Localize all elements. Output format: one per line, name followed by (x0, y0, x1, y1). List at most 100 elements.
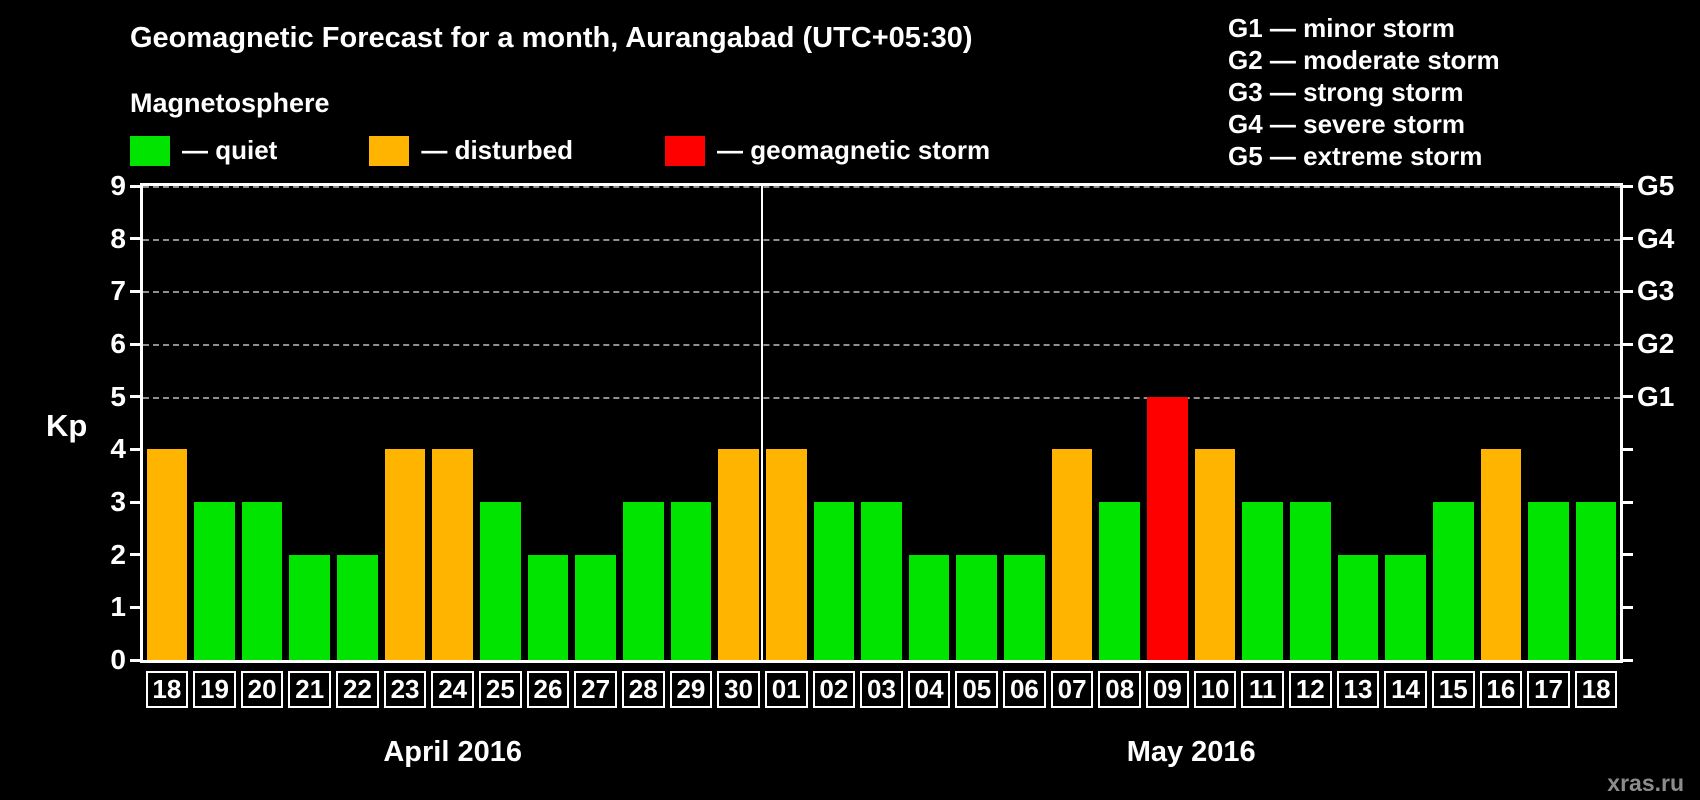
gridline-kp-7 (143, 291, 1620, 294)
bar-may-02 (813, 502, 855, 660)
bar-apr-26 (527, 554, 569, 660)
y-tick-left (130, 342, 140, 346)
month-labels-row: April 2016 May 2016 (0, 736, 1700, 772)
g-scale-legend-line: G2 — moderate storm (1228, 45, 1500, 75)
y-tick-label-4: 4 (110, 433, 126, 465)
day-label-apr-29: 29 (669, 671, 713, 708)
bar-may-12 (1289, 502, 1331, 660)
day-label-may-12: 12 (1288, 671, 1332, 708)
y-tick-right (1623, 500, 1633, 504)
right-axis-label-g5: G5 (1637, 170, 1675, 201)
bar-apr-18 (146, 449, 188, 660)
legend-item-quiet: — quiet (130, 135, 277, 166)
bar-apr-20 (241, 502, 283, 660)
gridline-kp-9 (143, 186, 1620, 188)
day-label-apr-18: 18 (145, 671, 189, 708)
y-tick-right (1623, 447, 1633, 451)
y-tick-right (1623, 342, 1633, 346)
day-label-may-11: 11 (1241, 671, 1284, 708)
bar-may-16 (1480, 449, 1522, 660)
legend-item-storm: — geomagnetic storm (665, 135, 990, 166)
right-axis-label-g4: G4 (1637, 222, 1675, 254)
storm-color-swatch (665, 135, 706, 166)
month-label: May 2016 (1126, 736, 1256, 768)
y-tick-left (130, 289, 140, 293)
day-label-may-06: 06 (1003, 671, 1046, 708)
day-label-may-17: 17 (1527, 671, 1570, 708)
gridline-kp-5 (143, 396, 1620, 399)
y-tick-left (130, 395, 140, 399)
day-label-may-08: 08 (1098, 671, 1142, 708)
bar-may-08 (1099, 502, 1141, 660)
g-scale-legend-line: G4 — severe storm (1228, 109, 1466, 139)
day-label-apr-25: 25 (479, 671, 522, 708)
disturbed-color-swatch (369, 135, 410, 166)
day-label-may-02: 02 (812, 671, 856, 708)
magnetosphere-legend: — quiet — disturbed — geomagnetic storm (130, 135, 990, 166)
bar-apr-30 (718, 449, 759, 660)
legend-item-label: — disturbed (421, 135, 574, 165)
y-tick-left (130, 237, 140, 241)
bar-may-14 (1385, 554, 1426, 660)
bar-apr-25 (480, 502, 521, 660)
y-tick-right (1623, 184, 1633, 188)
day-label-may-01: 01 (764, 671, 808, 708)
bar-apr-21 (289, 554, 331, 660)
bar-apr-28 (622, 502, 664, 660)
gridline-kp-8 (143, 238, 1620, 241)
y-tick-label-6: 6 (110, 328, 126, 359)
day-label-apr-28: 28 (621, 671, 665, 708)
day-label-apr-27: 27 (574, 671, 617, 708)
x-axis-day-labels: 18 19 20 21 22 23 24 25 26 27 28 29 30 01 02 03 04 05 06 07… (143, 671, 1620, 708)
bar-apr-27 (575, 554, 616, 660)
magnetosphere-legend-heading: Magnetosphere (130, 88, 330, 118)
watermark: xras.ru (1607, 770, 1684, 796)
y-tick-right (1623, 289, 1633, 293)
bar-may-03 (861, 502, 902, 660)
day-label-may-09: 09 (1146, 671, 1189, 708)
g-scale-legend-line: G5 — extreme storm (1228, 141, 1483, 171)
y-tick-label-2: 2 (110, 538, 126, 570)
bar-apr-29 (670, 502, 712, 660)
y-tick-left (130, 184, 140, 188)
bar-apr-24 (432, 449, 473, 660)
y-tick-label-7: 7 (110, 275, 126, 307)
day-label-apr-30: 30 (717, 671, 760, 708)
y-tick-label-0: 0 (110, 644, 126, 675)
bar-apr-19 (194, 502, 235, 660)
bar-may-04 (908, 554, 950, 660)
bar-may-07 (1051, 449, 1093, 660)
bar-may-17 (1528, 502, 1569, 660)
gridline-kp-6 (143, 344, 1620, 346)
day-label-apr-22: 22 (336, 671, 379, 708)
bar-may-01 (765, 449, 807, 660)
day-label-apr-19: 19 (193, 671, 236, 708)
y-tick-right (1623, 605, 1633, 609)
y-tick-label-1: 1 (110, 591, 126, 623)
legend-item-disturbed: — disturbed (369, 135, 573, 166)
right-axis-label-g2: G2 (1637, 328, 1675, 359)
y-tick-right (1623, 553, 1633, 557)
bar-may-15 (1432, 502, 1474, 660)
day-label-may-05: 05 (955, 671, 999, 708)
g-scale-legend-line: G1 — minor storm (1228, 13, 1455, 43)
y-tick-label-8: 8 (110, 222, 126, 254)
bar-may-13 (1337, 554, 1379, 660)
day-label-apr-24: 24 (431, 671, 474, 708)
day-label-may-07: 07 (1050, 671, 1094, 708)
month-separator-line (761, 186, 764, 660)
g-scale-legend-line: G3 — strong storm (1228, 77, 1464, 107)
y-tick-label-9: 9 (110, 170, 126, 201)
day-label-apr-20: 20 (240, 671, 284, 708)
right-axis-label-g1: G1 (1637, 380, 1675, 412)
y-tick-label-3: 3 (110, 486, 126, 517)
legend-item-label: — quiet (182, 135, 278, 165)
day-label-may-10: 10 (1193, 671, 1237, 708)
y-axis-title: Kp (46, 408, 88, 443)
bar-may-06 (1004, 554, 1045, 660)
day-label-may-13: 13 (1336, 671, 1380, 708)
day-label-apr-23: 23 (383, 671, 427, 708)
bar-apr-22 (337, 554, 378, 660)
day-label-may-15: 15 (1431, 671, 1475, 708)
